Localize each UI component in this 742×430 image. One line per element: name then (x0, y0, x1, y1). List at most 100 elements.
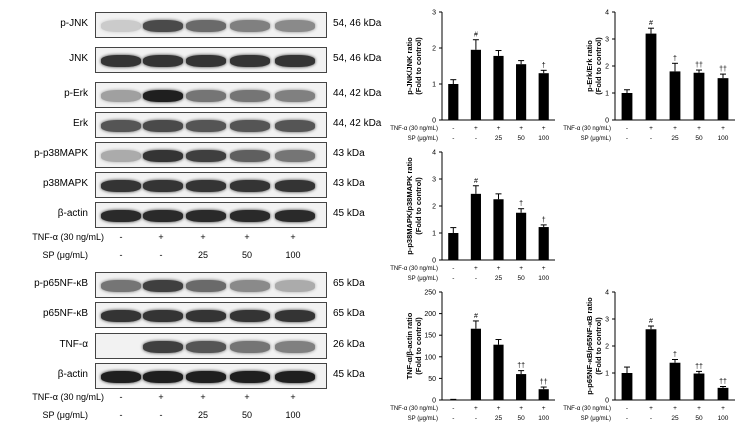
blot-band (143, 150, 183, 162)
blot-panel (95, 202, 327, 228)
blot-panel (95, 82, 327, 108)
tnf-value-3: + (200, 392, 206, 402)
x-tick-label-tnf: + (697, 125, 701, 132)
bar (516, 64, 527, 120)
x-row-label-tnf: TNF-α (30 ng/mL) (563, 126, 611, 132)
blot-label: TNF-α (59, 339, 88, 350)
x-tick-label-sp: 100 (538, 275, 549, 282)
blot-band (143, 90, 183, 102)
y-tick-label: 1 (605, 91, 609, 98)
blot-band (275, 150, 315, 162)
blot-band (186, 210, 226, 222)
x-row-label-sp: SP (μg/mL) (408, 276, 438, 282)
x-tick-label-sp: - (626, 135, 628, 142)
y-tick-label: 0 (432, 258, 436, 265)
sp-label: SP (μg/mL) (42, 410, 88, 420)
molecular-weight: 43 kDa (333, 148, 365, 159)
y-tick-label: 1 (432, 82, 436, 89)
bar (621, 373, 633, 400)
blot-band (143, 210, 183, 222)
x-tick-label-sp: 25 (495, 275, 503, 282)
x-tick-label-sp: 25 (495, 135, 503, 142)
y-tick-label: 4 (432, 150, 436, 157)
x-tick-label-tnf: + (673, 405, 677, 412)
significance-mark: †† (540, 379, 548, 386)
blot-label: β-actin (57, 208, 88, 219)
x-tick-label-tnf: + (497, 265, 501, 272)
blot-band (275, 120, 315, 132)
x-tick-label-sp: - (475, 275, 477, 282)
molecular-weight: 44, 42 kDa (333, 118, 382, 129)
tnf-value-2: + (158, 392, 164, 402)
blot-band (143, 371, 183, 383)
x-tick-label-sp: - (626, 415, 628, 422)
molecular-weight: 44, 42 kDa (333, 88, 382, 99)
bar (470, 49, 481, 120)
x-tick-label-sp: 50 (695, 415, 703, 422)
x-tick-label-sp: 100 (718, 135, 729, 142)
blot-band (101, 371, 141, 383)
molecular-weight: 54, 46 kDa (333, 18, 382, 29)
x-tick-label-sp: - (650, 415, 652, 422)
blot-band (186, 20, 226, 32)
y-tick-label: 0 (605, 118, 609, 125)
x-tick-label-tnf: + (542, 405, 546, 412)
x-tick-label-tnf: + (474, 265, 478, 272)
y-axis-label: p-JNK/JNK ratio (405, 37, 414, 95)
significance-mark: † (542, 62, 546, 69)
blot-panel (95, 172, 327, 198)
blot-band (143, 280, 183, 292)
y-axis-label-unit: (Fold to control) (414, 177, 423, 235)
blot-band (275, 180, 315, 192)
x-row-label-sp: SP (μg/mL) (408, 136, 438, 142)
blot-band (230, 20, 270, 32)
significance-mark: † (542, 217, 546, 224)
bar (448, 84, 459, 120)
x-row-label-tnf: TNF-α (30 ng/mL) (563, 406, 611, 412)
bar (645, 33, 657, 120)
y-axis-label-unit: (Fold to control) (594, 37, 603, 95)
y-tick-label: 4 (605, 10, 609, 17)
significance-mark: # (474, 32, 478, 39)
x-tick-label-sp: 50 (695, 135, 703, 142)
tnf-label: TNF-α (30 ng/mL) (32, 232, 104, 242)
x-tick-label-sp: 50 (517, 135, 525, 142)
blot-band (143, 180, 183, 192)
x-tick-label-tnf: + (519, 265, 523, 272)
blot-label: p-JNK (60, 18, 88, 29)
blot-band (101, 120, 141, 132)
blot-band (143, 20, 183, 32)
x-tick-label-sp: - (475, 135, 477, 142)
x-row-label-sp: SP (μg/mL) (581, 136, 611, 142)
significance-mark: †† (719, 379, 727, 386)
sp-label: SP (μg/mL) (42, 250, 88, 260)
tnf-value-4: + (244, 392, 250, 402)
y-tick-label: 0 (432, 118, 436, 125)
sp-value-1: - (119, 410, 123, 420)
blot-label: p-p38MAPK (34, 148, 88, 159)
blot-panel (95, 12, 327, 38)
blot-band (230, 371, 270, 383)
blot-band (101, 55, 141, 67)
x-row-label-tnf: TNF-α (30 ng/mL) (390, 126, 438, 132)
significance-mark: # (649, 318, 653, 325)
y-tick-label: 100 (424, 354, 436, 361)
blot-panel (95, 302, 327, 328)
x-tick-label-tnf: + (542, 125, 546, 132)
tnf-value-4: + (244, 232, 250, 242)
blot-band (143, 55, 183, 67)
blot-band (230, 180, 270, 192)
bar (717, 387, 729, 400)
blot-label: p38MAPK (42, 178, 88, 189)
blot-band (101, 150, 141, 162)
tnf-value-1: - (119, 392, 123, 402)
blot-band (275, 90, 315, 102)
blot-label: β-actin (57, 369, 88, 380)
bar (470, 193, 481, 260)
blot-band (101, 90, 141, 102)
x-tick-label-sp: - (452, 415, 454, 422)
blot-band (186, 90, 226, 102)
blot-band (230, 55, 270, 67)
blot-band (101, 210, 141, 222)
significance-mark: # (474, 178, 478, 185)
